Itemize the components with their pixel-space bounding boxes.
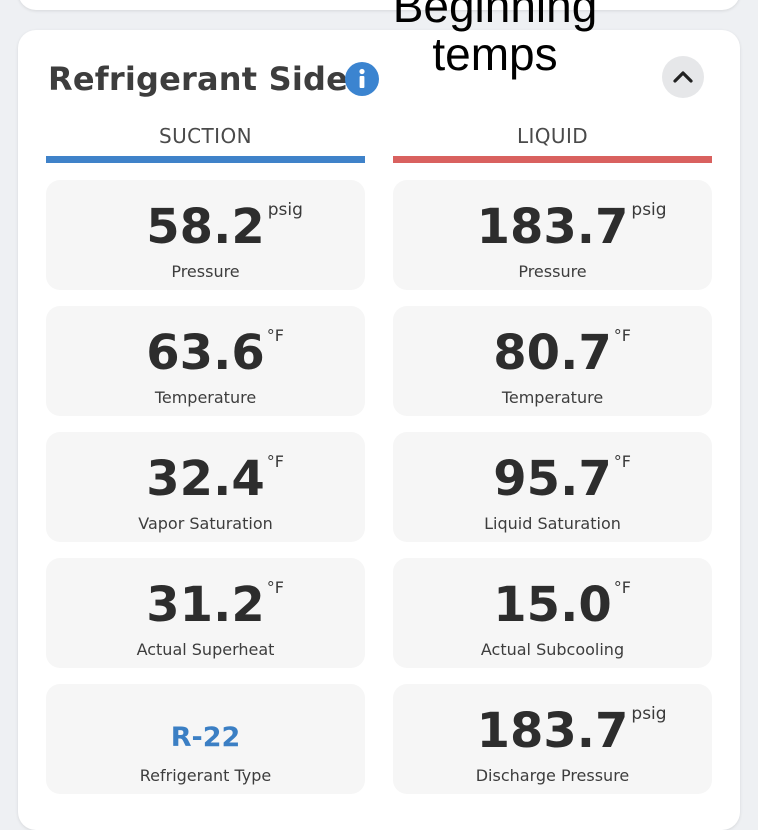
refrigerant-type-label: Refrigerant Type xyxy=(139,766,272,785)
vapor-saturation-value: 32.4 °F xyxy=(146,451,284,507)
suction-pressure-unit: psig xyxy=(267,200,303,220)
actual-superheat-tile[interactable]: 31.2 °F Actual Superheat xyxy=(46,558,365,668)
actual-subcooling-value: 15.0 °F xyxy=(493,577,631,633)
actual-subcooling-label: Actual Subcooling xyxy=(480,640,625,659)
refrigerant-type-tile[interactable]: R-22 Refrigerant Type xyxy=(46,684,365,794)
vapor-saturation-tile[interactable]: 32.4 °F Vapor Saturation xyxy=(46,432,365,542)
discharge-pressure-unit: psig xyxy=(631,704,667,724)
discharge-pressure-label: Discharge Pressure xyxy=(475,766,630,785)
actual-superheat-unit: °F xyxy=(266,578,284,597)
liquid-saturation-tile[interactable]: 95.7 °F Liquid Saturation xyxy=(393,432,712,542)
refrigerant-type-value: R-22 xyxy=(170,722,241,753)
liquid-column-header: LIQUID xyxy=(516,124,589,148)
suction-pressure-value: 58.2 psig xyxy=(146,199,303,255)
liquid-pressure-unit: psig xyxy=(631,200,667,220)
info-icon[interactable] xyxy=(345,62,379,96)
liquid-pressure-value: 183.7 psig xyxy=(476,199,667,255)
liquid-pressure-tile[interactable]: 183.7 psig Pressure xyxy=(393,180,712,290)
suction-temperature-tile[interactable]: 63.6 °F Temperature xyxy=(46,306,365,416)
actual-subcooling-tile[interactable]: 15.0 °F Actual Subcooling xyxy=(393,558,712,668)
discharge-pressure-value: 183.7 psig xyxy=(476,703,667,759)
liquid-saturation-value: 95.7 °F xyxy=(493,451,631,507)
collapse-button[interactable] xyxy=(662,56,704,98)
liquid-pressure-label: Pressure xyxy=(518,262,587,281)
suction-column-header: SUCTION xyxy=(159,124,252,148)
actual-superheat-label: Actual Superheat xyxy=(136,640,275,659)
discharge-pressure-tile[interactable]: 183.7 psig Discharge Pressure xyxy=(393,684,712,794)
refrigerant-side-panel: Refrigerant Side SUCTION LIQUID 58.2 psig… xyxy=(18,30,740,830)
suction-pressure-tile[interactable]: 58.2 psig Pressure xyxy=(46,180,365,290)
suction-pressure-label: Pressure xyxy=(171,262,240,281)
liquid-temperature-tile[interactable]: 80.7 °F Temperature xyxy=(393,306,712,416)
liquid-temperature-label: Temperature xyxy=(501,388,604,407)
vapor-saturation-label: Vapor Saturation xyxy=(138,514,273,533)
previous-card xyxy=(18,0,740,10)
actual-subcooling-unit: °F xyxy=(613,578,631,597)
suction-temperature-value: 63.6 °F xyxy=(146,325,284,381)
liquid-saturation-unit: °F xyxy=(613,452,631,471)
liquid-temperature-value: 80.7 °F xyxy=(493,325,631,381)
suction-temperature-unit: °F xyxy=(266,326,284,345)
panel-title: Refrigerant Side xyxy=(48,60,349,98)
liquid-saturation-label: Liquid Saturation xyxy=(484,514,621,533)
actual-superheat-value: 31.2 °F xyxy=(146,577,284,633)
vapor-saturation-unit: °F xyxy=(266,452,284,471)
suction-color-bar xyxy=(46,156,365,163)
liquid-temperature-unit: °F xyxy=(613,326,631,345)
chevron-up-icon xyxy=(673,71,693,83)
liquid-color-bar xyxy=(393,156,712,163)
handwritten-annotation: Beginning temps xyxy=(392,0,598,80)
suction-temperature-label: Temperature xyxy=(154,388,257,407)
